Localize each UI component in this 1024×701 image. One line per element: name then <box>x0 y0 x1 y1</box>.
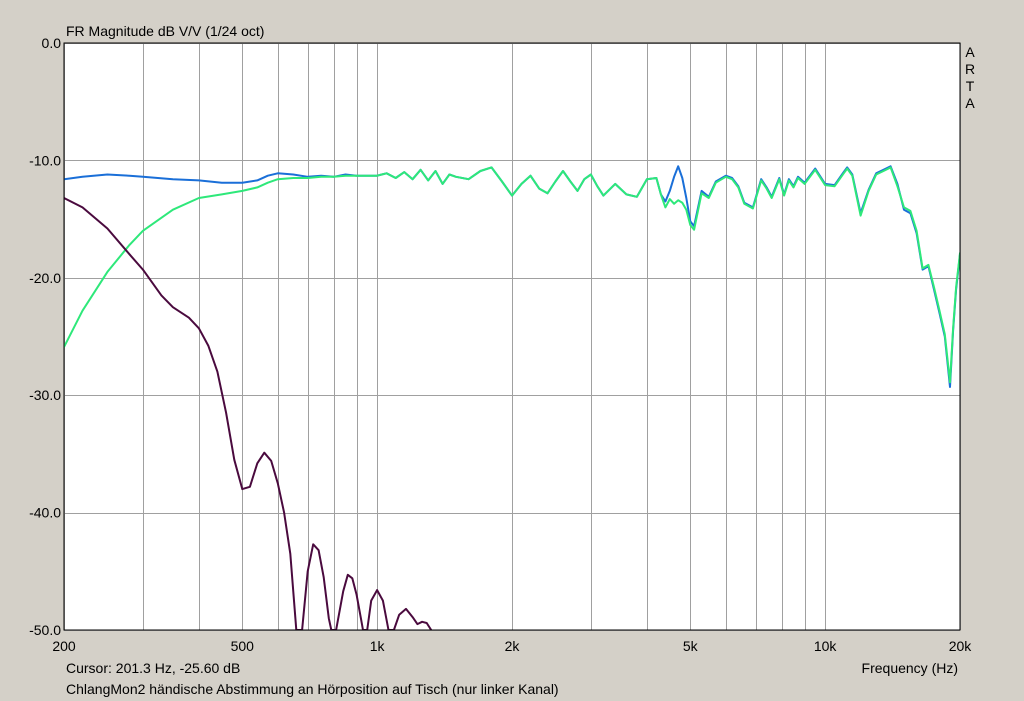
plot-border <box>63 42 961 631</box>
x-tick-label: 2k <box>505 638 521 654</box>
watermark-letter: R <box>965 61 975 77</box>
chart-caption: ChlangMon2 händische Abstimmung an Hörpo… <box>66 681 559 697</box>
series-line-3 <box>64 197 433 630</box>
x-tick-labels: 200 500 1k 2k 5k 10k 20k <box>52 638 972 654</box>
x-tick-label: 500 <box>231 638 255 654</box>
y-tick-label: -40.0 <box>29 505 61 521</box>
y-tick-label: -50.0 <box>29 622 61 638</box>
watermark-letter: T <box>966 78 975 94</box>
series-lines <box>64 165 960 630</box>
chart-title: FR Magnitude dB V/V (1/24 oct) <box>66 23 264 39</box>
watermark-letter: A <box>965 95 975 111</box>
y-tick-labels: 0.0 -10.0 -20.0 -30.0 -40.0 -50.0 <box>29 35 61 638</box>
series-line-2 <box>64 166 960 384</box>
y-tick-label: -10.0 <box>29 152 61 168</box>
y-tick-label: 0.0 <box>42 35 62 51</box>
x-tick-label: 10k <box>814 638 838 654</box>
x-tick-label: 20k <box>949 638 973 654</box>
watermark-letter: A <box>965 44 975 60</box>
y-tick-label: -20.0 <box>29 270 61 286</box>
y-tick-label: -30.0 <box>29 387 61 403</box>
x-tick-label: 200 <box>52 638 76 654</box>
cursor-readout: Cursor: 201.3 Hz, -25.60 dB <box>66 660 240 676</box>
x-tick-label: 1k <box>370 638 386 654</box>
x-tick-label: 5k <box>683 638 699 654</box>
x-axis-label: Frequency (Hz) <box>862 660 958 676</box>
